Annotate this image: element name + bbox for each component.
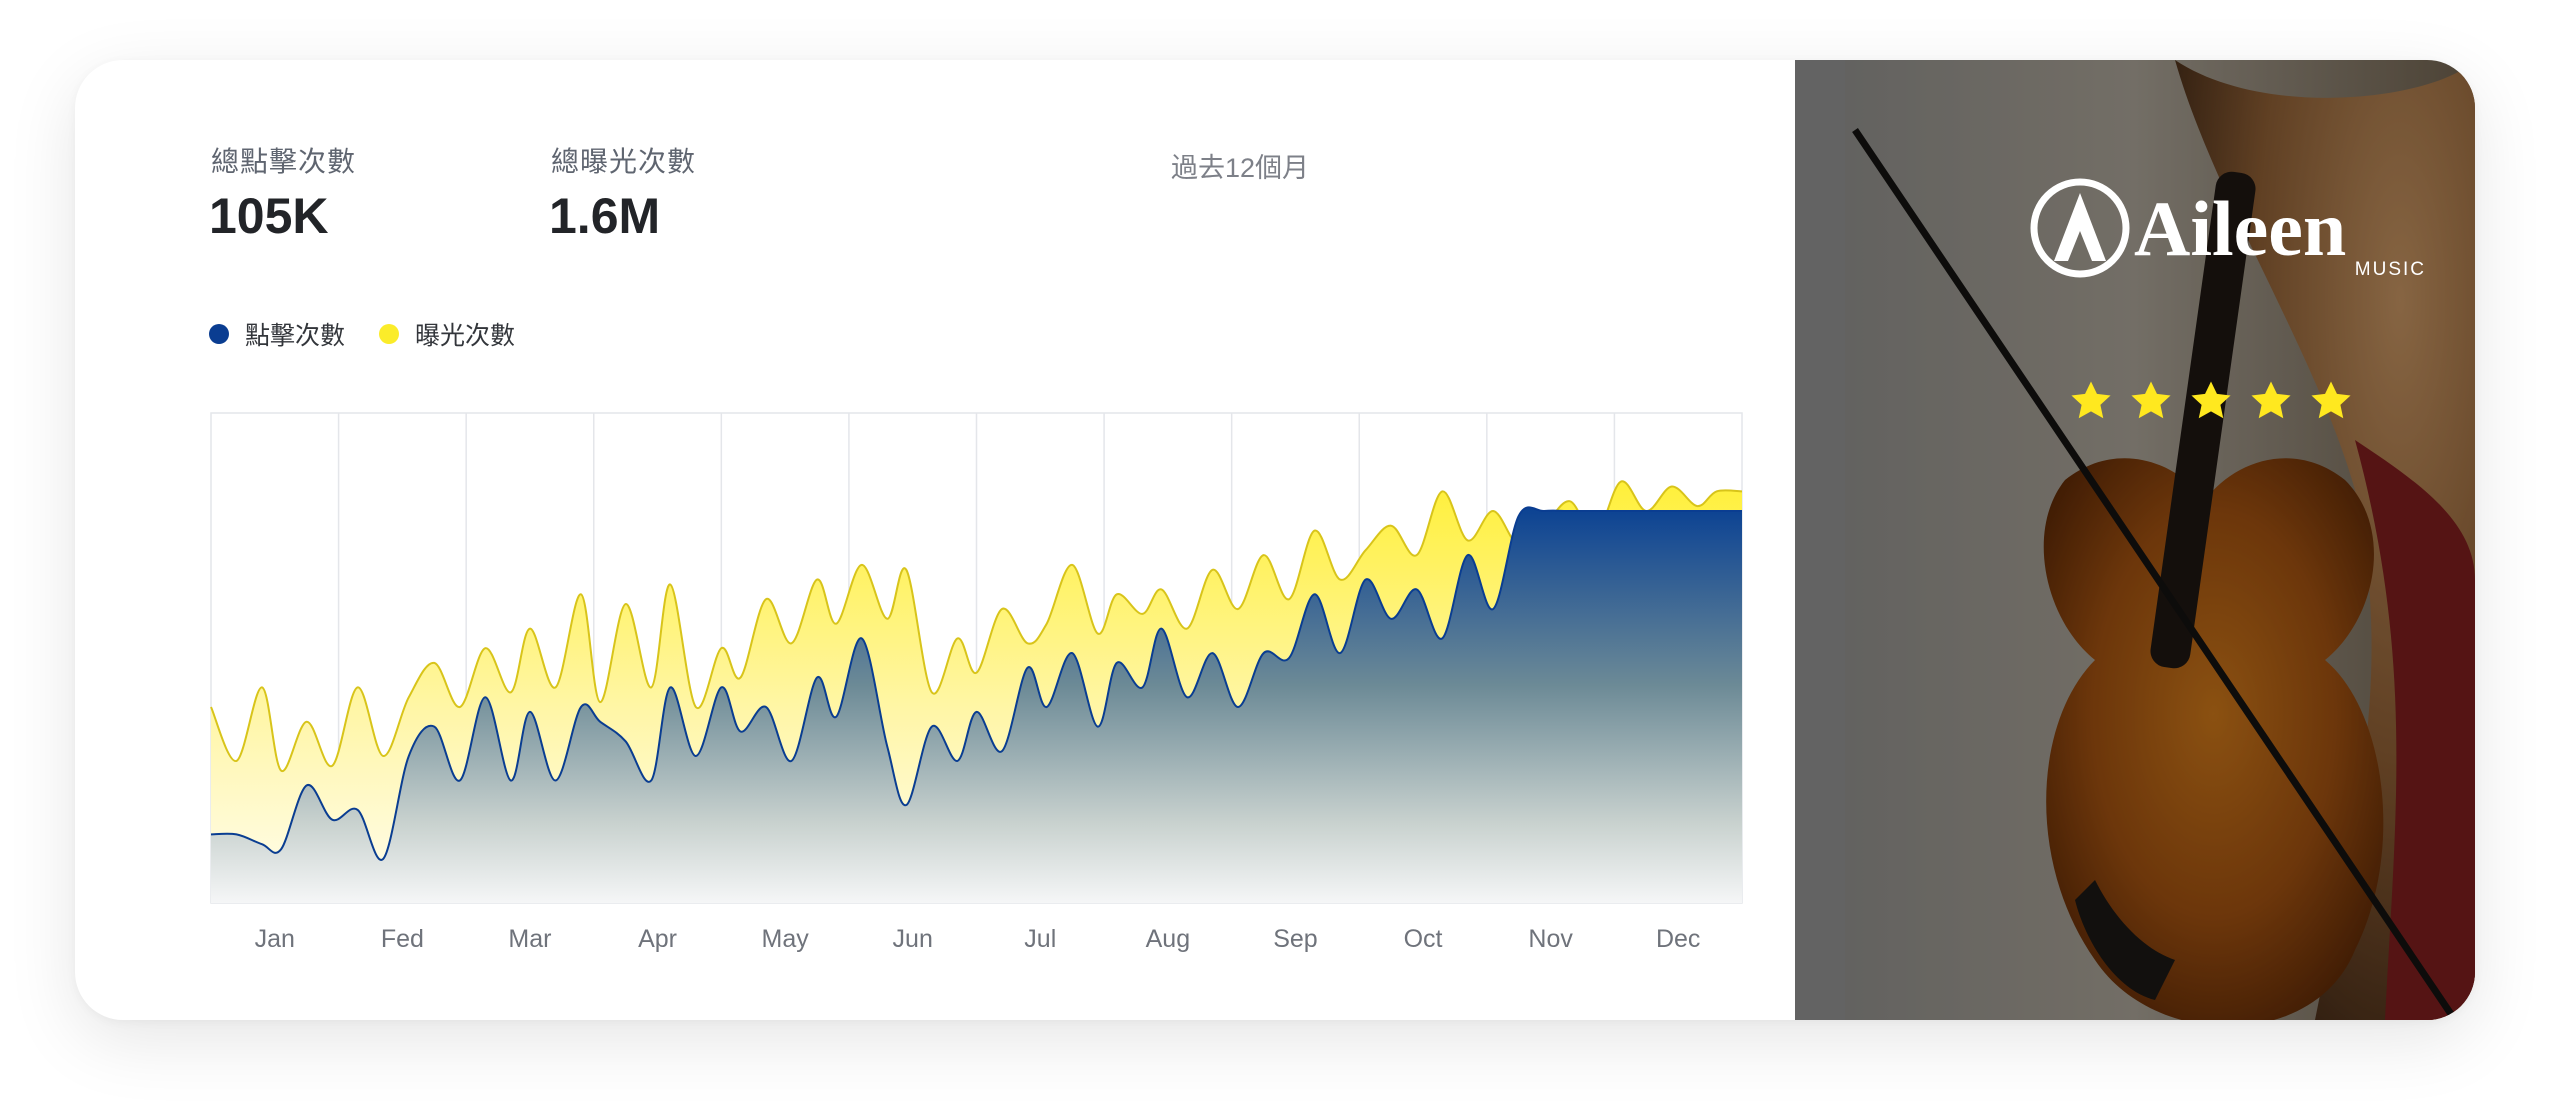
x-tick-label: Oct (1404, 925, 1443, 953)
legend-item-clicks[interactable]: 點擊次數 (209, 316, 345, 352)
legend-item-impressions[interactable]: 曝光次數 (379, 316, 515, 352)
star-icon (2131, 381, 2171, 419)
star-rating (2068, 378, 2368, 424)
period-selector[interactable]: 過去12個月 (1170, 153, 1309, 183)
x-tick-label: Apr (638, 925, 677, 953)
total-clicks-label: 總點擊次數 (211, 146, 357, 177)
series-line-clicks (210, 506, 1742, 861)
x-tick-label: Aug (1146, 925, 1190, 953)
star-icon (2191, 381, 2231, 419)
brand-logo-icon (2030, 178, 2130, 278)
brand-subtitle: MUSIC (2355, 259, 2426, 280)
x-tick-label: Mar (508, 925, 551, 953)
x-tick-label: May (762, 925, 810, 953)
series-area-clicks (211, 507, 1742, 903)
x-tick-label: Sep (1273, 925, 1317, 953)
analytics-card: 總點擊次數 105K 總曝光次數 1.6M 過去12個月 點擊次數 曝光次數 (75, 60, 2475, 1020)
legend-label-clicks: 點擊次數 (245, 322, 346, 350)
brand-name: Aileen (2134, 185, 2346, 272)
total-impressions-value: 1.6M (549, 188, 661, 244)
legend-swatch-clicks (209, 324, 229, 344)
star-icon (2311, 381, 2351, 419)
legend-swatch-impressions (379, 324, 400, 344)
x-tick-label: Jan (255, 925, 295, 953)
x-tick-label: Jul (1024, 925, 1056, 953)
x-tick-label: Dec (1656, 925, 1700, 953)
star-icon (2071, 381, 2111, 419)
violin-illustration (1795, 60, 2475, 1020)
area-chart: Jan Fed Mar Apr May Jun Jul Aug Sep Oct Nov Dec (210, 412, 1743, 953)
series-line-impressions (210, 480, 1743, 772)
x-tick-label: Nov (1528, 925, 1573, 953)
x-tick-label: Jun (893, 925, 933, 953)
star-icon (2251, 381, 2291, 419)
chart-legend: 點擊次數 曝光次數 (209, 316, 549, 352)
x-tick-label: Fed (381, 925, 424, 953)
total-clicks-value: 105K (209, 188, 329, 244)
brand-logo: Aileen MUSIC (2030, 178, 2426, 280)
violinist-photo (1795, 60, 2475, 1020)
total-impressions-label: 總曝光次數 (551, 146, 697, 177)
legend-label-impressions: 曝光次數 (415, 322, 516, 350)
